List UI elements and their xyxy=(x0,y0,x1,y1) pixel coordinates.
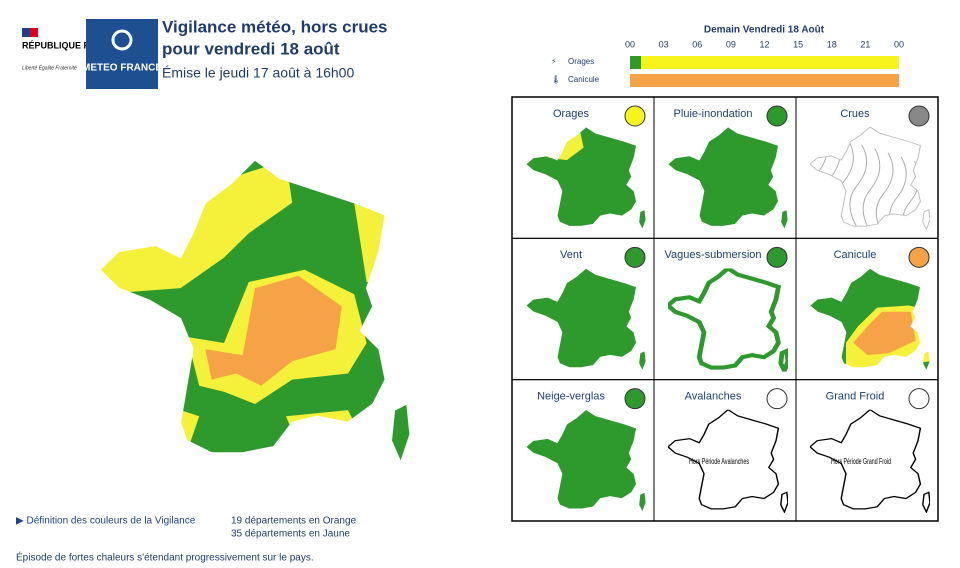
timeline-hour: 00 xyxy=(894,39,904,49)
timeline-hour: 06 xyxy=(692,39,702,49)
zone-orange xyxy=(853,311,916,356)
flag-blue xyxy=(22,28,30,37)
panel-title: Grand Froid xyxy=(826,391,885,403)
timeline-hours: 00 03 06 09 12 15 18 21 00 xyxy=(625,39,904,49)
panel-title: Neige-verglas xyxy=(537,391,605,403)
panel-title: Vagues-submersion xyxy=(664,249,761,261)
timeline-title: Demain Vendredi 18 Août xyxy=(704,25,825,36)
title: pour vendredi 18 août xyxy=(162,39,340,58)
timeline-segment-green xyxy=(630,56,641,69)
zone-orange xyxy=(205,275,342,386)
definition-link[interactable]: ▶ Définition des couleurs de la Vigilanc… xyxy=(16,516,196,527)
panel-title: Crues xyxy=(840,108,870,120)
timeline-segment-orange xyxy=(630,74,899,87)
river xyxy=(849,144,868,230)
timeline-segment-yellow xyxy=(641,56,899,69)
panel-icon xyxy=(766,246,788,268)
panel-border xyxy=(795,379,939,522)
timeline-row-label: Orages xyxy=(568,57,594,66)
timeline-label: 🌡 xyxy=(551,75,561,84)
timeline-hour: 03 xyxy=(659,39,669,49)
issued-date: Émise le jeudi 17 août à 16h00 xyxy=(162,65,354,81)
timeline-hour: 09 xyxy=(726,39,736,49)
panel-icon xyxy=(624,105,646,127)
panel-icon xyxy=(766,388,788,410)
panel-title: Vent xyxy=(560,249,582,261)
panel-title: Orages xyxy=(553,108,590,120)
timeline-hour: 00 xyxy=(625,39,635,49)
panel-icon xyxy=(908,105,930,127)
panels: Orages Pluie-inondation Crues Vent Vagues-su… xyxy=(511,96,939,522)
panel-title: Pluie-inondation xyxy=(674,108,753,120)
timeline-hour: 21 xyxy=(860,39,870,49)
timeline-hour: 12 xyxy=(759,39,769,49)
panel-icon xyxy=(766,105,788,127)
timeline-hour: 15 xyxy=(793,39,803,49)
motto: Liberté Égalité Fraternité xyxy=(22,64,77,71)
main-map xyxy=(100,160,410,464)
title: Vigilance météo, hors crues xyxy=(162,17,388,36)
flag-red xyxy=(30,28,38,37)
panel-title: Avalanches xyxy=(685,391,742,403)
timeline-label: ⚡ xyxy=(551,57,557,66)
panel-note: Hors Période Grand Froid xyxy=(831,457,891,466)
meteo-logo-icon xyxy=(111,29,133,51)
panel-icon xyxy=(624,246,646,268)
republic-logo: RÉPUBLIQUE FRANÇAISE Liberté Égalité Fra… xyxy=(22,28,136,71)
panel-icon xyxy=(624,388,646,410)
republic-text: RÉPUBLIQUE FRANÇAISE xyxy=(22,40,136,50)
panel-icon xyxy=(908,388,930,410)
timeline-row-label: Canicule xyxy=(568,75,600,84)
yellow-count: 35 départements en Jaune xyxy=(231,529,350,540)
panel-title: Canicule xyxy=(834,249,877,261)
river xyxy=(862,148,881,230)
orange-count: 19 départements en Orange xyxy=(231,516,357,527)
timeline-hour: 18 xyxy=(827,39,837,49)
panel-note: Hors Période Avalanches xyxy=(689,457,749,466)
meteo-logo-text: METEO FRANCE xyxy=(82,63,162,74)
description: Épisode de fortes chaleurs s'étendant pr… xyxy=(16,551,314,564)
river xyxy=(889,156,907,230)
panel-icon xyxy=(908,246,930,268)
zone-yellow xyxy=(286,410,361,447)
